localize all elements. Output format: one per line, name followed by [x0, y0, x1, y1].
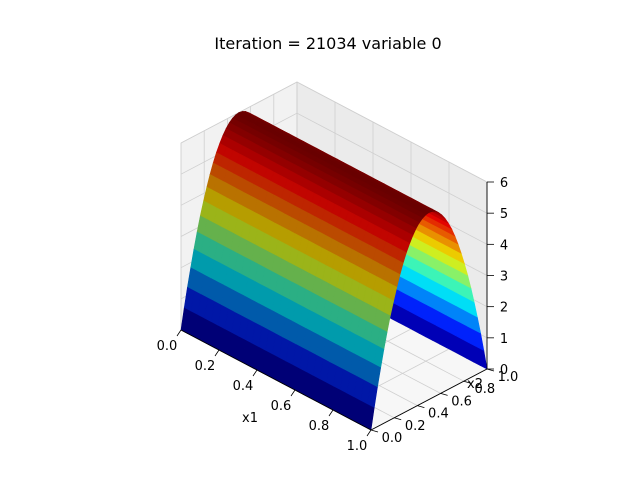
- x-tick-mark: [290, 389, 296, 397]
- z-tick-label: 6: [500, 176, 508, 191]
- y-tick-label: 0.8: [474, 382, 495, 397]
- y-tick-mark: [440, 393, 448, 396]
- x-tick-mark: [214, 349, 220, 357]
- x-axis-label: x1: [242, 411, 258, 426]
- x-tick-label: 0.0: [157, 339, 178, 354]
- x-tick-mark: [366, 429, 372, 437]
- z-tick-label: 3: [500, 270, 508, 285]
- y-tick-label: 0.6: [451, 394, 472, 409]
- y-tick-mark: [417, 405, 425, 408]
- y-tick-label: 0.2: [405, 419, 426, 434]
- x-tick-label: 0.6: [271, 399, 292, 414]
- surface-mesh: [180, 111, 488, 431]
- z-tick-label: 4: [500, 238, 508, 253]
- x-tick-mark: [328, 409, 334, 417]
- chart-title: Iteration = 21034 variable 0: [214, 34, 441, 53]
- x-tick-label: 0.4: [233, 379, 254, 394]
- x-tick-label: 1.0: [347, 439, 368, 454]
- y-axis-label: x2: [467, 377, 483, 392]
- x-tick-mark: [176, 329, 182, 337]
- y-axis-line: [370, 368, 488, 431]
- y-tick-label: 0.4: [428, 407, 449, 422]
- axis-ticks: 0.00.20.40.60.81.00.00.20.40.60.81.00123…: [157, 176, 519, 454]
- grid-line: [296, 81, 488, 183]
- y-tick-label: 1.0: [498, 370, 519, 385]
- y-tick-mark: [370, 429, 379, 433]
- x-tick-label: 0.8: [309, 419, 330, 434]
- x-tick-label: 0.2: [195, 359, 216, 374]
- z-tick-label: 2: [500, 301, 508, 316]
- y-tick-mark: [463, 380, 471, 384]
- z-tick-label: 5: [500, 207, 508, 222]
- grid-line: [296, 112, 488, 214]
- x-axis-line: [180, 329, 372, 431]
- x-tick-mark: [252, 369, 258, 377]
- z-tick-label: 0: [500, 363, 508, 378]
- y-tick-label: 0.0: [382, 431, 403, 446]
- y-tick-mark: [394, 417, 402, 421]
- z-tick-label: 1: [500, 332, 508, 347]
